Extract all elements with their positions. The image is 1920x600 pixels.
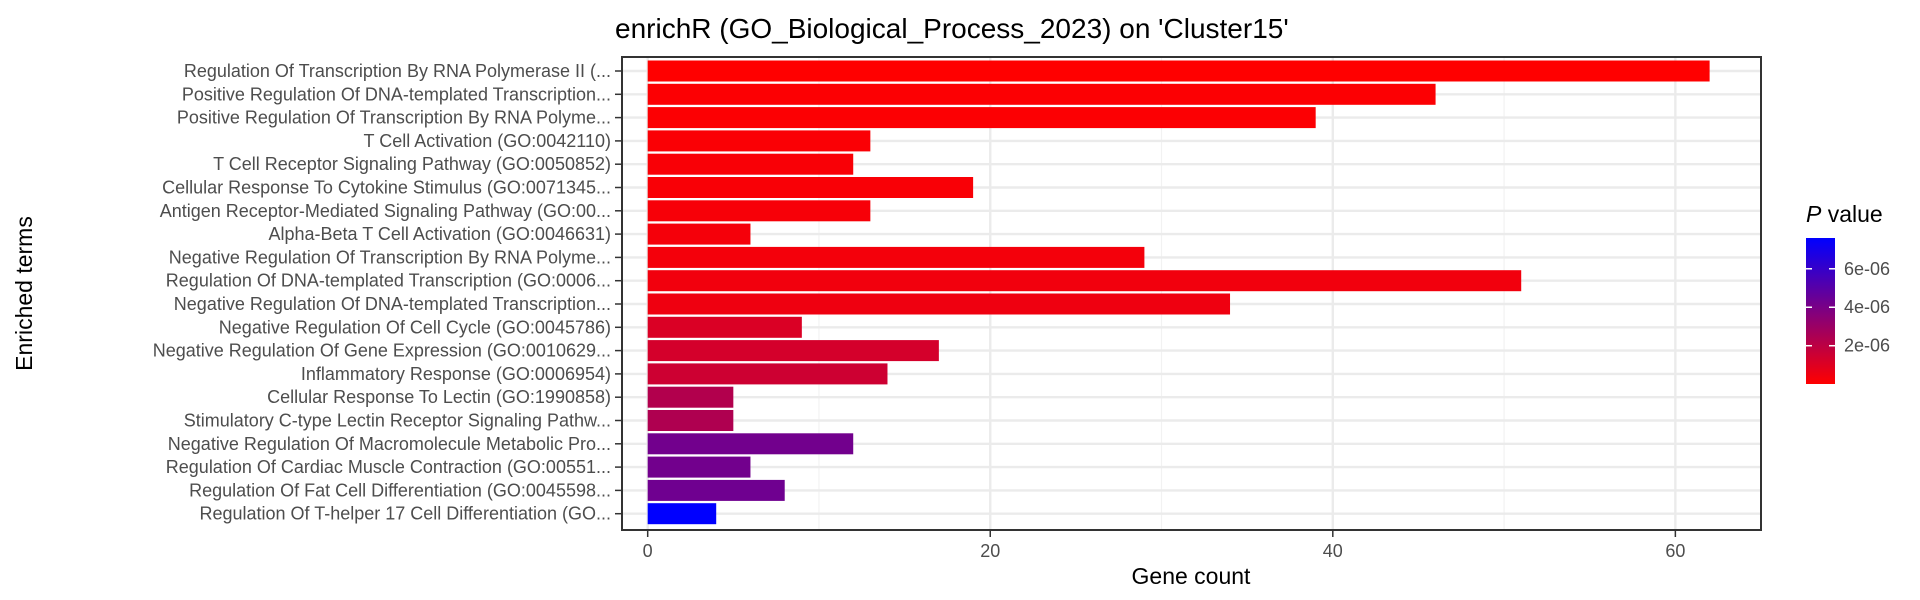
legend-label: 4e-06 [1844, 297, 1890, 317]
legend-label: 2e-06 [1844, 336, 1890, 356]
y-tick-label: Cellular Response To Lectin (GO:1990858) [267, 387, 611, 407]
y-tick-label: Antigen Receptor-Mediated Signaling Path… [160, 201, 611, 221]
y-axis-title: Enriched terms [11, 216, 37, 371]
bar [647, 386, 734, 408]
x-axis-ticks: 0 20 40 60 [643, 530, 1685, 561]
y-tick-label: Alpha-Beta T Cell Activation (GO:0046631… [268, 224, 611, 244]
y-tick-label: Regulation Of Cardiac Muscle Contraction… [166, 457, 611, 477]
x-tick-label: 40 [1323, 541, 1343, 561]
bar [647, 363, 888, 385]
bar [647, 177, 974, 198]
legend-title: P value [1806, 201, 1883, 227]
y-tick-label: Regulation Of T-helper 17 Cell Different… [199, 504, 611, 524]
chart-title: enrichR (GO_Biological_Process_2023) on … [615, 13, 1289, 44]
bars-group [647, 60, 1710, 525]
y-tick-label: Negative Regulation Of Gene Expression (… [153, 341, 611, 361]
legend-label: 6e-06 [1844, 259, 1890, 279]
y-tick-label: Regulation Of DNA-templated Transcriptio… [166, 271, 611, 291]
bar [647, 410, 734, 431]
bar [647, 83, 1436, 105]
bar [647, 200, 871, 222]
y-tick-label: Regulation Of Fat Cell Differentiation (… [189, 480, 611, 500]
bar [647, 153, 854, 175]
y-tick-label: Regulation Of Transcription By RNA Polym… [184, 61, 611, 81]
y-tick-label: Negative Regulation Of Cell Cycle (GO:00… [219, 317, 611, 337]
y-tick-label: Inflammatory Response (GO:0006954) [301, 364, 611, 384]
x-tick-label: 20 [980, 541, 1000, 561]
bar [647, 293, 1231, 315]
bar [647, 223, 751, 245]
bar [647, 479, 785, 501]
y-tick-label: T Cell Activation (GO:0042110) [364, 131, 611, 151]
bar [647, 107, 1316, 129]
bar [647, 270, 1522, 292]
bar [647, 503, 717, 525]
y-tick-label: Cellular Response To Cytokine Stimulus (… [162, 178, 611, 198]
y-tick-label: Negative Regulation Of Macromolecule Met… [168, 434, 611, 454]
y-axis-ticks: Regulation Of Transcription By RNA Polym… [153, 61, 622, 524]
y-tick-label: Positive Regulation Of DNA-templated Tra… [182, 84, 611, 104]
bar [647, 60, 1710, 82]
bar [647, 130, 871, 152]
bar [647, 316, 802, 338]
y-tick-label: Negative Regulation Of DNA-templated Tra… [174, 294, 611, 314]
bar [647, 340, 939, 362]
x-tick-label: 0 [643, 541, 653, 561]
y-tick-label: T Cell Receptor Signaling Pathway (GO:00… [213, 154, 611, 174]
bar [647, 246, 1145, 268]
bar [647, 433, 854, 455]
x-tick-label: 60 [1665, 541, 1685, 561]
legend-title-rest: value [1821, 201, 1882, 227]
legend-ticks: 6e-06 4e-06 2e-06 [1806, 259, 1890, 356]
legend-colorbar [1806, 238, 1835, 384]
plot-border [621, 56, 1762, 531]
y-tick-label: Positive Regulation Of Transcription By … [177, 108, 611, 128]
legend-title-italic: P [1806, 201, 1822, 227]
x-axis-title: Gene count [1132, 563, 1252, 589]
y-tick-label: Stimulatory C-type Lectin Receptor Signa… [184, 411, 611, 431]
bar [647, 456, 751, 478]
y-tick-label: Negative Regulation Of Transcription By … [169, 247, 611, 267]
